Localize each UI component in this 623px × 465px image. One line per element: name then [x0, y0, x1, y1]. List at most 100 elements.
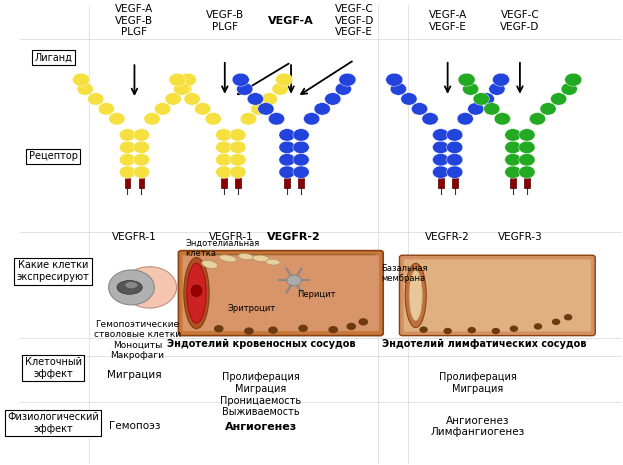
Circle shape: [133, 153, 150, 166]
Bar: [125, 179, 130, 188]
Text: Ангиогенез: Ангиогенез: [225, 422, 297, 432]
Bar: [284, 179, 290, 188]
Circle shape: [279, 153, 295, 166]
Text: Эндотелий лимфатических сосудов: Эндотелий лимфатических сосудов: [381, 339, 586, 349]
Circle shape: [447, 166, 463, 179]
Circle shape: [232, 73, 249, 86]
Circle shape: [133, 166, 150, 179]
Text: Эндотелиальная
клетка: Эндотелиальная клетка: [186, 239, 260, 258]
Circle shape: [194, 103, 211, 115]
Circle shape: [120, 153, 136, 166]
Ellipse shape: [266, 259, 280, 265]
Text: Перицит: Перицит: [297, 290, 336, 299]
Circle shape: [346, 323, 356, 330]
Circle shape: [447, 153, 463, 166]
Circle shape: [519, 141, 535, 153]
FancyBboxPatch shape: [399, 255, 595, 336]
Circle shape: [144, 113, 160, 125]
Circle shape: [314, 103, 330, 115]
Circle shape: [77, 83, 93, 95]
Circle shape: [303, 113, 320, 125]
FancyBboxPatch shape: [178, 251, 383, 336]
Circle shape: [390, 83, 406, 95]
Circle shape: [552, 319, 560, 325]
Circle shape: [489, 83, 505, 95]
Circle shape: [432, 141, 449, 153]
Circle shape: [505, 129, 521, 141]
Circle shape: [109, 113, 125, 125]
Circle shape: [269, 113, 285, 125]
Circle shape: [505, 153, 521, 166]
Text: Базальная
мембрана: Базальная мембрана: [381, 264, 428, 283]
Circle shape: [258, 103, 274, 115]
Circle shape: [293, 166, 309, 179]
Ellipse shape: [187, 263, 206, 323]
Circle shape: [505, 166, 521, 179]
Ellipse shape: [219, 255, 237, 262]
Text: Эндотелий кровеносных сосудов: Эндотелий кровеносных сосудов: [166, 339, 355, 349]
Text: VEGF-C
VEGF-D
VEGF-E: VEGF-C VEGF-D VEGF-E: [335, 4, 374, 38]
Circle shape: [551, 93, 567, 105]
Bar: [298, 179, 304, 188]
Circle shape: [432, 129, 449, 141]
Circle shape: [133, 141, 150, 153]
Text: VEGF-A
VEGF-E: VEGF-A VEGF-E: [429, 10, 467, 32]
Circle shape: [214, 325, 224, 332]
Circle shape: [247, 93, 264, 105]
Text: Гемопоэтические
стволовые клетки
Моноциты
Макрофаги: Гемопоэтические стволовые клетки Моноцит…: [94, 319, 181, 360]
Circle shape: [230, 141, 246, 153]
Circle shape: [268, 326, 278, 334]
Bar: [452, 179, 457, 188]
Text: Какие клетки
экспресируют: Какие клетки экспресируют: [17, 260, 90, 282]
Bar: [438, 179, 444, 188]
Circle shape: [165, 93, 181, 105]
Bar: [138, 179, 145, 188]
Circle shape: [230, 129, 246, 141]
Text: Эритроцит: Эритроцит: [228, 304, 276, 312]
Circle shape: [564, 73, 582, 86]
Text: Лиганд: Лиганд: [34, 53, 72, 63]
Text: Пролиферация
Миграция
Проницаемость
Выживаемость: Пролиферация Миграция Проницаемость Выжи…: [221, 372, 302, 417]
Circle shape: [287, 275, 302, 286]
Circle shape: [457, 113, 473, 125]
Circle shape: [534, 323, 542, 330]
Circle shape: [467, 327, 476, 333]
Ellipse shape: [405, 263, 426, 327]
Circle shape: [122, 267, 176, 308]
Circle shape: [561, 83, 578, 95]
Bar: [235, 179, 240, 188]
Circle shape: [120, 129, 136, 141]
Text: Ангиогенез
Лимфангиогенез: Ангиогенез Лимфангиогенез: [430, 416, 525, 438]
Circle shape: [293, 141, 309, 153]
Circle shape: [492, 328, 500, 334]
Text: Рецептор: Рецептор: [29, 152, 78, 161]
Circle shape: [173, 83, 189, 95]
Circle shape: [519, 129, 535, 141]
Circle shape: [216, 141, 232, 153]
Circle shape: [216, 166, 232, 179]
Bar: [510, 179, 516, 188]
Text: VEGFR-2: VEGFR-2: [426, 232, 470, 242]
Circle shape: [279, 129, 295, 141]
Circle shape: [510, 326, 518, 332]
Circle shape: [251, 103, 267, 115]
Circle shape: [176, 83, 192, 95]
Text: VEGF-A: VEGF-A: [268, 16, 314, 26]
Text: Пролиферация
Миграция: Пролиферация Миграция: [439, 372, 516, 394]
FancyBboxPatch shape: [183, 255, 379, 331]
Circle shape: [155, 103, 171, 115]
Circle shape: [519, 166, 535, 179]
Circle shape: [447, 129, 463, 141]
Text: Миграция: Миграция: [107, 370, 162, 380]
FancyBboxPatch shape: [404, 259, 591, 332]
Circle shape: [262, 93, 278, 105]
Circle shape: [293, 129, 309, 141]
Circle shape: [530, 113, 546, 125]
Text: VEGFR-2: VEGFR-2: [267, 232, 321, 242]
Circle shape: [275, 73, 293, 86]
Circle shape: [72, 73, 90, 86]
Circle shape: [133, 129, 150, 141]
Circle shape: [184, 93, 200, 105]
Circle shape: [179, 73, 196, 86]
Circle shape: [237, 83, 253, 95]
